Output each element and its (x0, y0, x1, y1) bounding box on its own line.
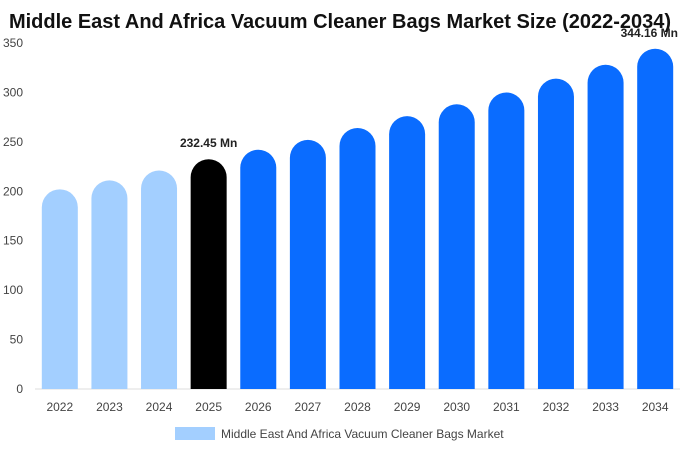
x-tick-label: 2029 (394, 400, 421, 414)
x-tick-label: 2033 (592, 400, 619, 414)
bar-2023[interactable] (91, 180, 128, 389)
y-tick-label: 150 (3, 234, 23, 248)
y-tick-label: 0 (16, 382, 23, 396)
x-tick-label: 2022 (46, 400, 73, 414)
bar-2024[interactable] (141, 170, 178, 389)
bar-2027[interactable] (289, 139, 326, 389)
x-tick-label: 2025 (195, 400, 222, 414)
data-label: 344.16 Mn (621, 26, 678, 40)
y-tick-label: 200 (3, 184, 23, 198)
data-labels-group: 232.45 Mn 344.16 Mn (180, 26, 678, 150)
x-tick-label: 2026 (245, 400, 272, 414)
legend-swatch (175, 427, 215, 440)
bar-2028[interactable] (339, 128, 376, 389)
bar-2022[interactable] (41, 189, 78, 389)
x-tick-label: 2031 (493, 400, 520, 414)
y-tick-label: 100 (3, 283, 23, 297)
y-tick-label: 300 (3, 85, 23, 99)
legend[interactable]: Middle East And Africa Vacuum Cleaner Ba… (175, 427, 504, 441)
bar-2030[interactable] (438, 104, 475, 389)
y-tick-label: 350 (3, 36, 23, 50)
data-label: 232.45 Mn (180, 136, 237, 150)
x-axis: 2022 2023 2024 2025 2026 2027 2028 2029 2030 2031… (46, 400, 668, 414)
bar-2025[interactable] (190, 159, 227, 389)
chart-title: Middle East And Africa Vacuum Cleaner Ba… (9, 11, 671, 33)
bar-2034[interactable] (637, 48, 674, 389)
y-axis: 0 50 100 150 200 250 300 350 (3, 36, 23, 396)
bar-2026[interactable] (240, 149, 277, 389)
x-tick-label: 2032 (543, 400, 570, 414)
x-tick-label: 2030 (443, 400, 470, 414)
y-tick-label: 250 (3, 135, 23, 149)
bars-group (41, 48, 674, 390)
x-tick-label: 2024 (146, 400, 173, 414)
legend-label: Middle East And Africa Vacuum Cleaner Ba… (221, 427, 504, 441)
x-tick-label: 2023 (96, 400, 123, 414)
bar-2031[interactable] (488, 92, 525, 389)
x-tick-label: 2027 (295, 400, 322, 414)
bar-2029[interactable] (389, 116, 426, 389)
bar-2033[interactable] (587, 64, 624, 389)
bar-2032[interactable] (537, 78, 574, 390)
x-tick-label: 2028 (344, 400, 371, 414)
x-tick-label: 2034 (642, 400, 669, 414)
y-tick-label: 50 (10, 333, 24, 347)
